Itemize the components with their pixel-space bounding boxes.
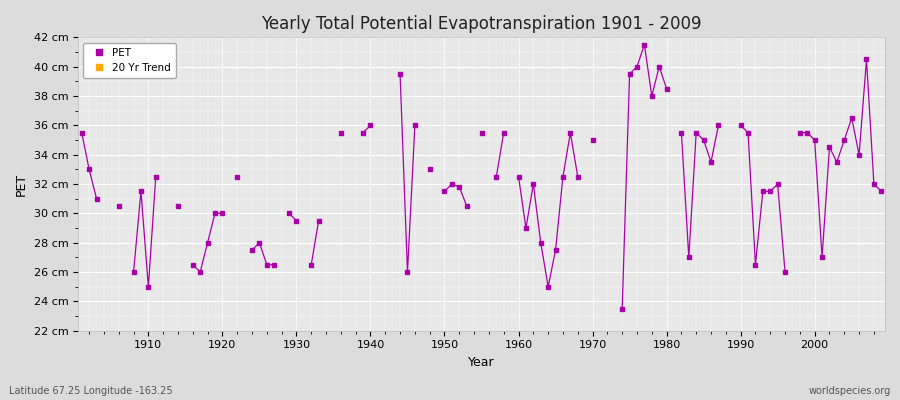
Legend: PET, 20 Yr Trend: PET, 20 Yr Trend [83,42,176,78]
Y-axis label: PET: PET [15,172,28,196]
Title: Yearly Total Potential Evapotranspiration 1901 - 2009: Yearly Total Potential Evapotranspiratio… [261,15,702,33]
X-axis label: Year: Year [468,356,495,369]
Text: worldspecies.org: worldspecies.org [809,386,891,396]
Text: Latitude 67.25 Longitude -163.25: Latitude 67.25 Longitude -163.25 [9,386,173,396]
